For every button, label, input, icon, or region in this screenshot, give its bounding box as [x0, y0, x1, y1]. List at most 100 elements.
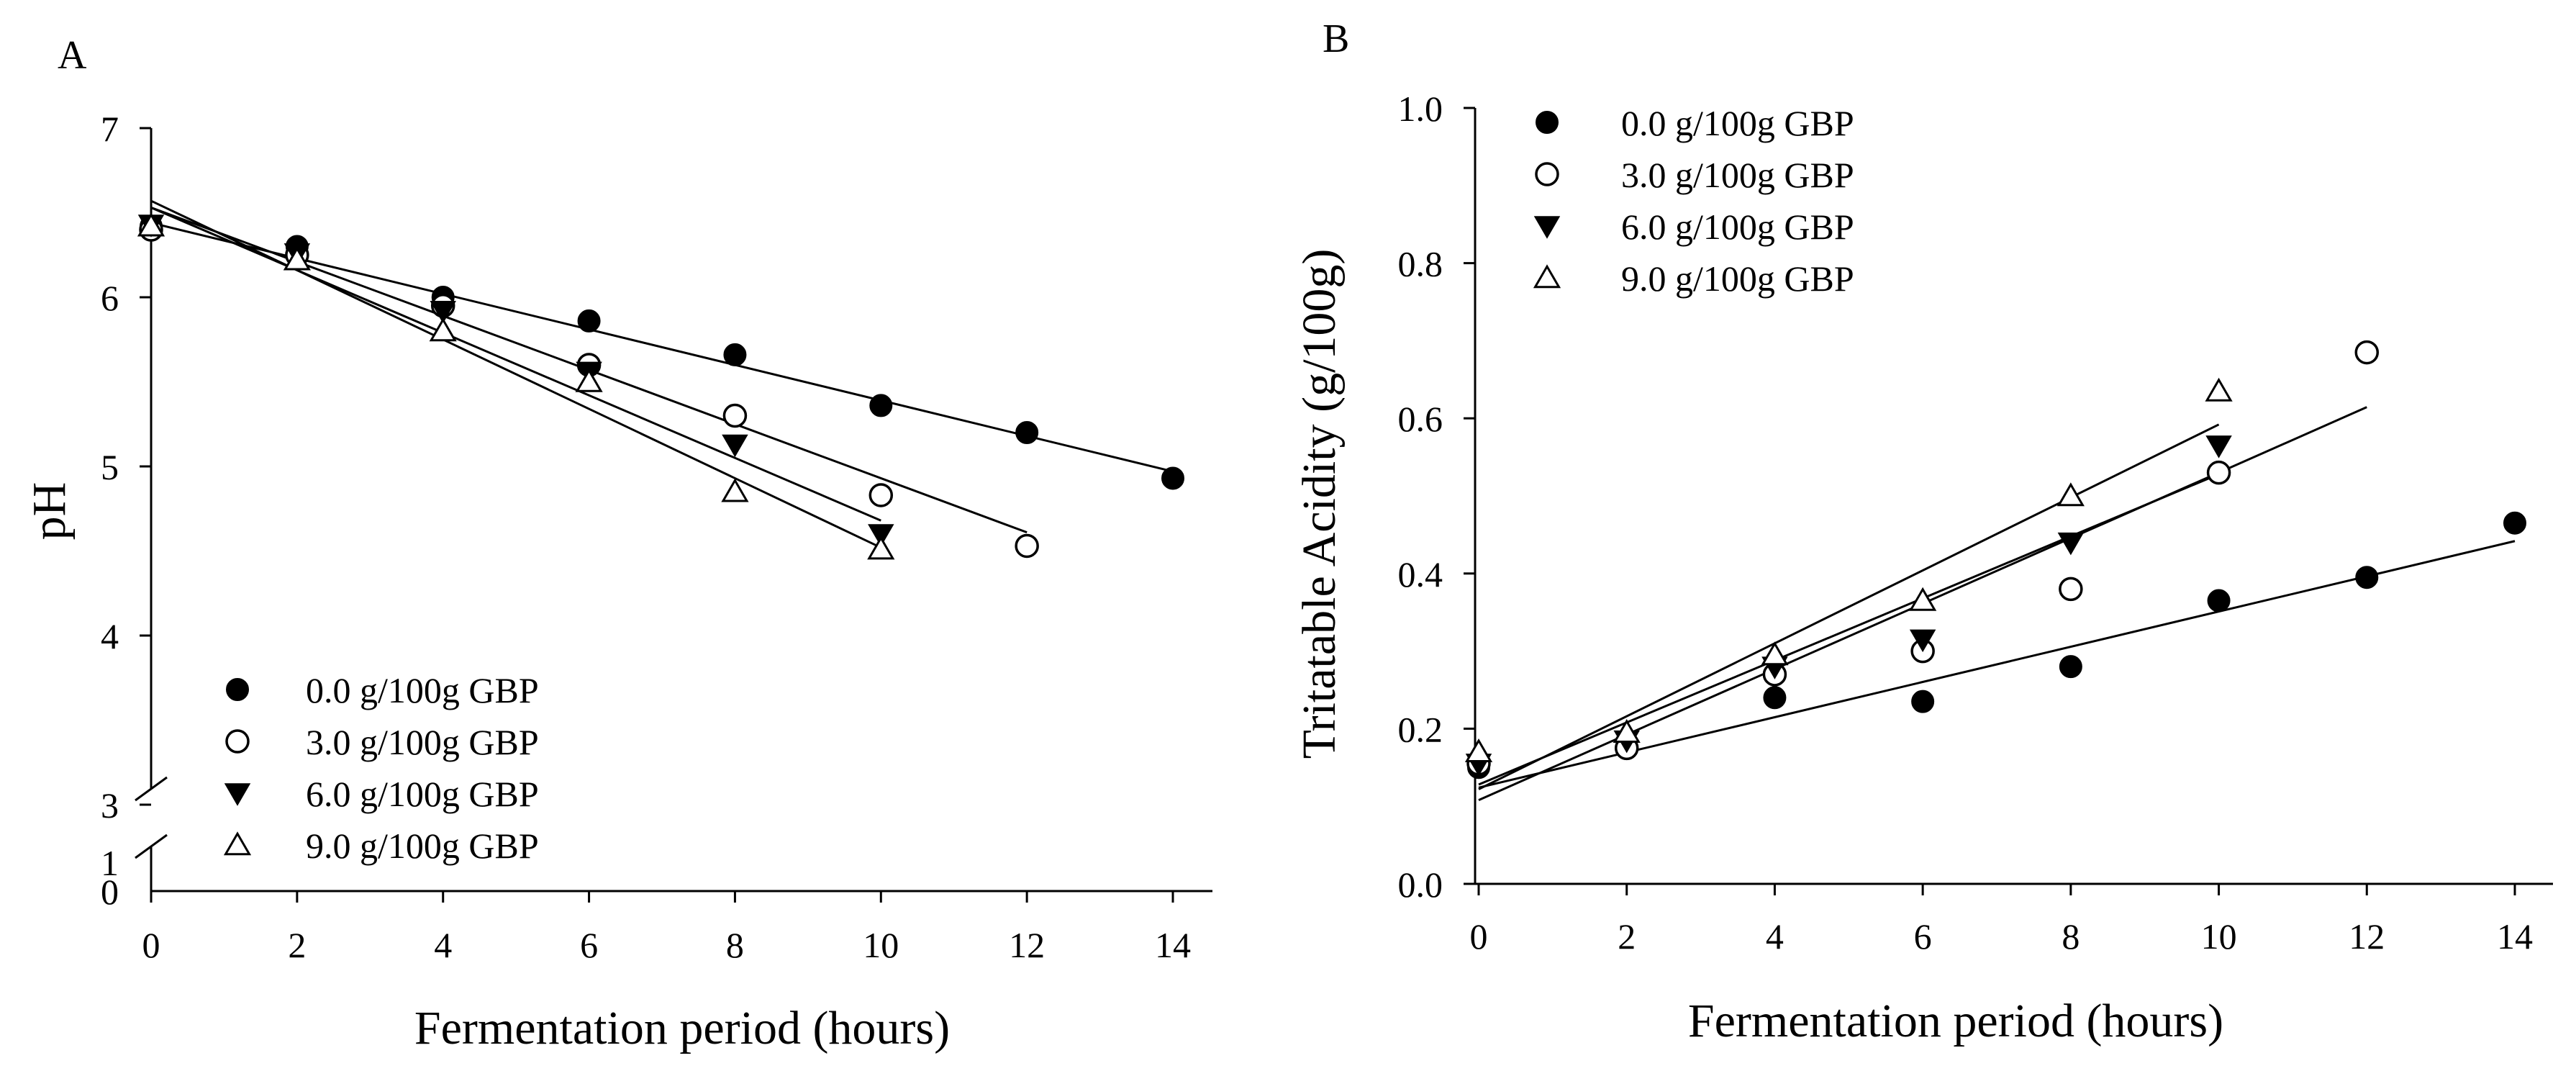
panel-b-point: [1464, 738, 1493, 762]
panel-b-label: B: [1323, 17, 1349, 61]
panel-b-legend-label: 6.0 g/100g GBP: [1621, 207, 1854, 247]
panel-b-y-tick-label: 0.8: [1398, 244, 1443, 284]
panel-b-point: [2205, 377, 2233, 402]
panel-b-point: [2056, 482, 2085, 507]
panel-b-y-tick-label: 0.0: [1398, 864, 1443, 905]
panel-a-axis-break-mark: [135, 776, 168, 802]
panel-a-legend-label: 3.0 g/100g GBP: [306, 722, 539, 762]
panel-b-y-tick-label: 1.0: [1398, 89, 1443, 129]
panel-b-ticks: 0.0 0.2 0.4 0.6 0.8 1.0 0 2 4 6 8 10 12 14: [1398, 89, 2534, 957]
panel-a-point: [1015, 533, 1039, 559]
panel-b-point: [2059, 577, 2083, 602]
panel-a-point: [869, 483, 894, 507]
panel-a-point: [722, 434, 748, 458]
panel-b-legend: 0.0 g/100g GBP 3.0 g/100g GBP 6.0 g/100g G…: [1533, 103, 1854, 299]
panel-b-legend-label: 0.0 g/100g GBP: [1621, 103, 1854, 143]
panel-b-x-tick-label: 8: [2062, 916, 2080, 957]
panel-b-x-tick-label: 2: [1618, 916, 1636, 957]
panel-b-point: [2059, 655, 2082, 679]
panel-b-fit-line-0: [1478, 540, 2516, 789]
panel-b-point: [1761, 641, 1789, 666]
panel-b-y-tick-label: 0.2: [1398, 709, 1443, 749]
panel-b-x-tick-label: 4: [1766, 916, 1784, 957]
panel-a-legend-marker: [223, 831, 252, 856]
panel-a-point: [721, 478, 749, 502]
panel-a-legend-label: 9.0 g/100g GBP: [306, 826, 539, 866]
panel-b-legend-marker: [1535, 162, 1559, 186]
panel-a-point: [1015, 421, 1039, 444]
panel-a-legend-label: 6.0 g/100g GBP: [306, 774, 539, 814]
panel-a-legend-label: 0.0 g/100g GBP: [306, 670, 539, 710]
panel-b-x-tick-label: 10: [2201, 916, 2237, 957]
panel-b-point: [2355, 566, 2379, 589]
panel-b-x-tick-label: 14: [2497, 916, 2533, 957]
panel-b-x-tick-label: 12: [2349, 916, 2385, 957]
panel-a-y-tick-label: 5: [101, 447, 119, 487]
panel-a-y-tick-label: 7: [101, 109, 119, 149]
panel-a-y-axis-title: pH: [23, 482, 76, 541]
panel-a-x-tick-label: 10: [863, 925, 899, 965]
panel-b-point: [1613, 719, 1641, 744]
panel-a-point: [869, 394, 893, 417]
panel-a-fit-line-0: [150, 222, 1174, 473]
panel-a-point: [1161, 466, 1184, 490]
panel-a-y-tick-label: 4: [101, 616, 119, 656]
panel-b-fit-line-2: [1478, 473, 2220, 786]
panel-a-x-tick-label: 8: [726, 925, 744, 965]
panel-b-point: [2354, 340, 2380, 365]
panel-b-point: [2206, 460, 2231, 485]
panel-b-x-tick-label: 0: [1470, 916, 1488, 957]
panel-b-y-tick-label: 0.4: [1398, 554, 1443, 595]
panel-a-point: [575, 368, 603, 392]
panel-a-point: [429, 317, 457, 342]
panel-a-x-tick-label: 6: [580, 925, 598, 965]
panel-a-x-tick-label: 14: [1155, 925, 1191, 965]
panel-a-point: [868, 524, 894, 547]
panel-b: B 0.0 0.2 0.4 0.6 0.8 1.0 0 2 4 6 8 10 12 14 0.0 g/10…: [1293, 17, 2553, 1047]
panel-a-y-tick-label: 3: [101, 785, 119, 826]
panel-b-fit-line-3: [1478, 423, 2220, 790]
panel-b-legend-marker: [1533, 216, 1561, 239]
panel-b-legend-label: 3.0 g/100g GBP: [1621, 155, 1854, 195]
panel-a-legend-marker: [224, 783, 251, 806]
panel-a-x-tick-label: 12: [1009, 925, 1045, 965]
panel-a-x-tick-label: 0: [142, 925, 160, 965]
panel-a-x-tick-label: 4: [434, 925, 452, 965]
panel-a-label: A: [58, 33, 87, 78]
panel-a-point: [723, 343, 747, 366]
panel-a-point: [722, 403, 748, 428]
panel-b-legend-marker: [1533, 264, 1561, 289]
panel-a-x-tick-label: 2: [288, 925, 306, 965]
panel-b-y-axis-title: Tritatable Acidity (g/100g): [1293, 249, 1346, 759]
panel-b-x-tick-label: 6: [1914, 916, 1932, 957]
panel-a-y-tick-label: 6: [101, 278, 119, 318]
panel-a-fit-line-3: [150, 199, 881, 549]
panel-b-points: [1464, 340, 2526, 779]
panel-a-point: [430, 301, 456, 324]
panel-b-point: [1909, 629, 1936, 653]
panel-a-point: [867, 536, 895, 560]
panel-a-y-tick-label: 0: [101, 872, 119, 912]
panel-a-points: [137, 212, 1184, 560]
panel-a-axis-break-mark: [135, 833, 168, 859]
panel-b-point: [2205, 435, 2232, 458]
panel-a-point: [577, 309, 601, 333]
panel-b-y-tick-label: 0.6: [1398, 399, 1443, 439]
panel-a-point: [137, 212, 165, 237]
panel-b-legend-marker: [1536, 111, 1559, 134]
panel-a-y-tick-label: 1: [101, 843, 119, 883]
panel-b-point: [2057, 532, 2085, 556]
panel-b-point: [1763, 686, 1787, 710]
panel-a-fit-lines: [150, 199, 1174, 549]
panel-b-x-axis-title: Fermentation period (hours): [1688, 995, 2223, 1047]
panel-b-point: [1911, 690, 1935, 713]
panel-b-legend-label: 9.0 g/100g GBP: [1621, 258, 1854, 299]
panel-a-legend: 0.0 g/100g GBP 3.0 g/100g GBP 6.0 g/100g G…: [223, 670, 539, 866]
panel-b-point: [1909, 587, 1937, 611]
panel-b-point: [2503, 511, 2526, 535]
panel-a-legend-marker: [226, 678, 249, 701]
panel-b-point: [2207, 589, 2231, 613]
